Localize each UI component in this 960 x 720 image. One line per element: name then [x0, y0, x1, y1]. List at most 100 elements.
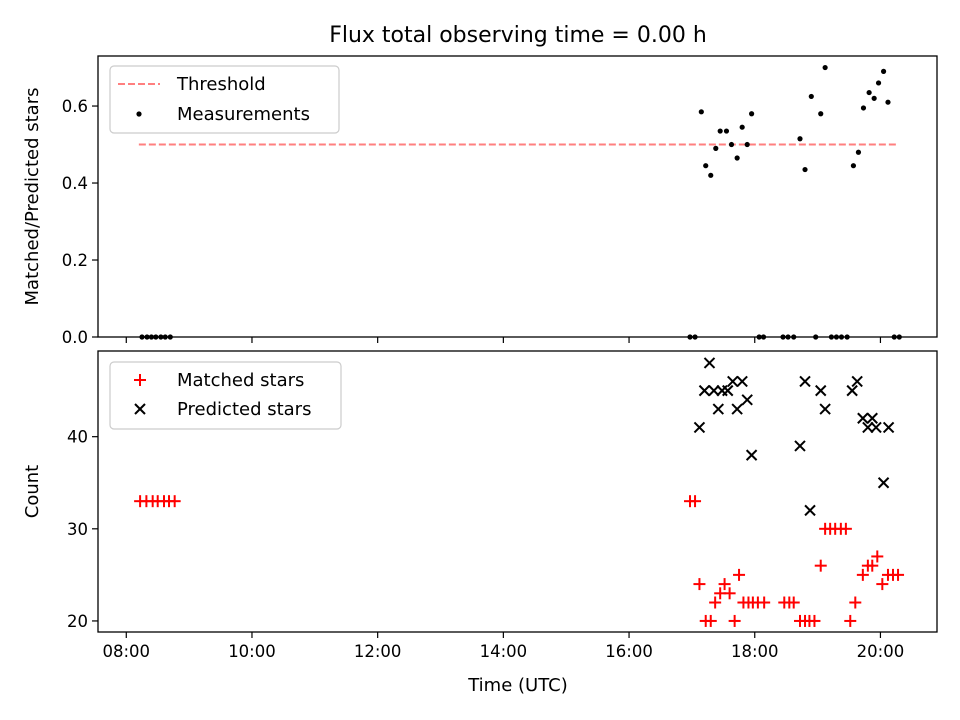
chart-title: Flux total observing time = 0.00 h	[329, 23, 707, 48]
predicted-stars-point	[736, 375, 748, 388]
measurement-point	[880, 68, 887, 74]
x-axis-label: Time (UTC)	[467, 675, 568, 696]
top-y-tick-label: 0.4	[62, 174, 88, 193]
measurement-point	[713, 145, 719, 151]
measurement-point	[822, 64, 828, 71]
measurement-point	[723, 128, 730, 134]
x-tick-label: 18:00	[731, 642, 779, 661]
x-tick-label: 20:00	[857, 642, 905, 661]
predicted-stars-point	[799, 375, 811, 388]
x-tick-label: 12:00	[354, 642, 402, 661]
predicted-stars-point	[819, 403, 831, 415]
x-tick-label: 08:00	[102, 642, 150, 661]
measurement-point	[744, 141, 750, 148]
matched-stars-point	[787, 596, 800, 609]
top-legend-label-measurements: Measurements	[177, 104, 310, 125]
predicted-stars-point	[693, 421, 706, 434]
bottom-axes-frame	[97, 350, 938, 633]
x-tick-label: 16:00	[605, 642, 653, 661]
matched-stars-point	[709, 596, 722, 609]
predicted-stars-point	[870, 421, 882, 434]
top-legend-frame	[109, 65, 340, 134]
matched-stars-point	[844, 614, 857, 627]
predicted-stars-point	[846, 384, 858, 397]
predicted-stars-point	[727, 375, 739, 388]
predicted-stars-point	[857, 412, 869, 424]
measurement-point	[802, 166, 808, 173]
measurement-point	[875, 80, 882, 86]
measurement-point	[797, 136, 803, 142]
x-tick-label: 10:00	[228, 642, 276, 661]
measurement-point	[728, 141, 735, 148]
predicted-stars-point	[882, 421, 895, 434]
matched-stars-point	[733, 568, 746, 581]
bottom-plot-area	[134, 357, 905, 627]
matched-stars-point	[839, 522, 852, 535]
matched-stars-point	[168, 495, 181, 508]
measurements-legend-marker	[136, 111, 142, 117]
matched-stars-point	[856, 568, 869, 581]
predicted-stars-point	[745, 449, 758, 461]
bottom-y-tick-label: 20	[67, 612, 88, 631]
predicted-stars-point	[741, 394, 753, 406]
bottom-legend: Matched stars Predicted stars	[109, 361, 342, 430]
measurement-point	[708, 172, 714, 178]
predicted-stars-point	[712, 403, 725, 415]
measurement-point	[734, 155, 740, 161]
measurement-point	[871, 95, 877, 101]
top-y-axis-label: Matched/Predicted stars	[22, 88, 43, 306]
predicted-stars-point	[731, 403, 743, 415]
measurement-point	[739, 124, 745, 130]
matched-stars-point	[693, 578, 706, 591]
measurement-point	[885, 99, 891, 105]
matched-stars-point	[892, 568, 905, 581]
predicted-stars-point	[722, 384, 734, 397]
top-legend-label-threshold: Threshold	[176, 74, 266, 95]
bottom-legend-label-matched: Matched stars	[177, 370, 304, 391]
measurement-point	[808, 93, 814, 100]
predicted-stars-point	[708, 384, 720, 397]
matched-stars-point	[689, 495, 702, 508]
predicted-stars-point	[804, 504, 816, 517]
measurement-point	[749, 111, 755, 117]
matched-stars-point	[808, 614, 821, 627]
measurement-point	[818, 111, 824, 117]
matched-stars-point	[866, 559, 879, 572]
measurement-point	[866, 89, 872, 96]
measurement-point	[860, 105, 867, 111]
predicted-stars-point	[866, 412, 878, 424]
matched-stars-point	[728, 614, 741, 627]
predicted-stars-legend-marker	[134, 403, 146, 415]
top-y-tick-label: 0.0	[62, 328, 88, 347]
measurement-point	[703, 163, 709, 169]
bottom-axes: 08:00 10:00 12:00 14:00 16:00 18:00 20:00 20 30 4…	[67, 428, 904, 661]
top-legend: Threshold Measurements	[109, 65, 340, 134]
predicted-stars-point	[698, 384, 711, 397]
measurement-point	[850, 163, 857, 169]
matched-stars-point	[758, 596, 771, 609]
top-y-tick-label: 0.2	[62, 251, 88, 270]
predicted-stars-point	[703, 357, 716, 369]
matched-stars-point	[871, 550, 884, 563]
matched-stars-point	[718, 578, 731, 591]
matched-stars-point	[704, 614, 717, 627]
top-axes: 0.0 0.2 0.4 0.6	[62, 97, 882, 347]
bottom-y-tick-label: 30	[67, 520, 88, 539]
bottom-y-axis-label: Count	[22, 465, 43, 518]
x-tick-label: 14:00	[480, 642, 528, 661]
measurement-point	[698, 109, 704, 115]
bottom-legend-frame	[109, 361, 342, 430]
matched-stars-point	[723, 587, 736, 600]
matched-stars-legend-marker	[134, 374, 146, 386]
measurement-point	[717, 128, 723, 134]
top-axes-frame	[97, 55, 938, 338]
bottom-panel: 08:00 10:00 12:00 14:00 16:00 18:00 20:00 20 30 4…	[22, 350, 938, 696]
bottom-legend-label-predicted: Predicted stars	[177, 399, 311, 420]
matched-stars-point	[814, 559, 827, 572]
matched-stars-point	[876, 578, 889, 591]
predicted-stars-point	[862, 421, 874, 434]
predicted-stars-point	[815, 384, 827, 397]
top-y-tick-label: 0.6	[62, 97, 88, 116]
predicted-stars-point	[877, 477, 890, 489]
matched-stars-point	[849, 596, 862, 609]
